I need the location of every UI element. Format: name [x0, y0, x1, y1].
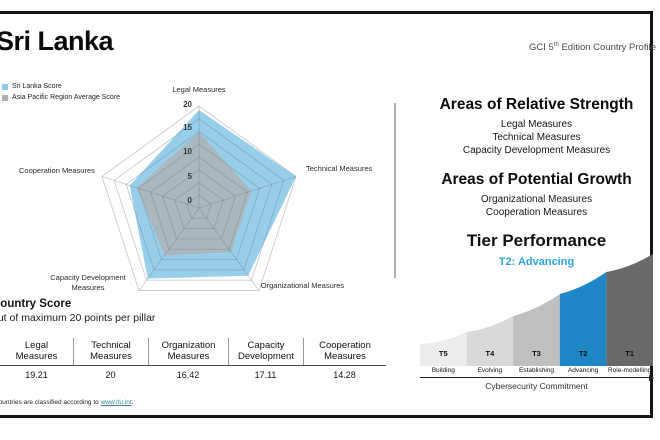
tier-staircase-chart: [420, 254, 653, 366]
country-score-subtitle: out of maximum 20 points per pillar: [0, 312, 156, 324]
score-table-value-row: 19.21 20 16.42 17.11 14.28: [0, 366, 386, 380]
radar-legend: Sri Lanka Score Asia Pacific Region Aver…: [2, 83, 120, 105]
tier-name: Establishing: [518, 367, 555, 374]
tier-performance-title: Tier Performance: [466, 231, 607, 250]
edition-superscript: th: [553, 42, 559, 48]
table-header-cell: Capacity Development: [228, 338, 303, 365]
tier-name: Advancing: [567, 367, 599, 374]
table-header-cell: Cooperation Measures: [303, 338, 386, 365]
tier-id: T3: [532, 349, 541, 358]
table-header-cell: Legal Measures: [15, 340, 58, 362]
commitment-arrow-icon: [420, 374, 654, 381]
legend-item-asia-pacific: Asia Pacific Region Average Score: [2, 94, 120, 101]
table-value-cell: 14.28: [333, 370, 356, 380]
tier-name: Evolving: [477, 367, 503, 374]
radar-axis-legal: Legal Measures: [172, 85, 226, 94]
strength-item: Capacity Development Measures: [462, 145, 611, 156]
table-value-cell: 19.21: [25, 370, 48, 380]
growth-list: Organizational Measures Cooperation Meas…: [420, 193, 653, 219]
panel-divider: [394, 103, 396, 278]
radar-tick-20: 20: [183, 100, 192, 109]
itu-link[interactable]: www.itu.int: [100, 399, 132, 406]
legend-label: Sri Lanka Score: [12, 83, 62, 90]
country-score-title: Country Score: [0, 298, 72, 310]
tier-name-row: Building Evolving Establishing Advancing…: [420, 367, 653, 374]
tier-id: T4: [485, 349, 495, 358]
radar-axis-technical: Technical Measures: [306, 164, 373, 173]
score-table-header-row: Legal Measures Technical Measures Organi…: [0, 338, 386, 366]
tier-axis-label: Cybersecurity Commitment: [485, 381, 588, 391]
radar-tick-5: 5: [187, 172, 192, 181]
strengths-list: Legal Measures Technical Measures Capaci…: [420, 118, 653, 157]
radar-axis-capacity: Capacity Development Measures: [50, 273, 126, 292]
legend-label: Asia Pacific Region Average Score: [12, 94, 121, 101]
tier-current-badge: T2: Advancing: [498, 256, 575, 268]
tier-name: Building: [431, 367, 455, 374]
edition-suffix: Edition Country Profile: [558, 42, 656, 54]
radar-tick-0: 0: [187, 196, 192, 205]
tier-id: T1: [625, 349, 635, 358]
radar-axis-organizational: Organizational Measures: [260, 281, 345, 290]
edition-label: GCI 5th Edition Country Profile: [529, 42, 656, 53]
radar-tick-10: 10: [183, 147, 192, 156]
table-value-cell: 16.42: [176, 370, 200, 380]
classification-footnote: Countries are classified according to ww…: [0, 399, 134, 406]
strength-item: Technical Measures: [492, 132, 581, 143]
page-border-frame: [0, 11, 653, 418]
growth-title: Areas of Potential Growth: [441, 171, 632, 188]
growth-item: Organizational Measures: [480, 194, 593, 205]
radar-chart: [101, 105, 297, 291]
score-table: Legal Measures Technical Measures Organi…: [0, 338, 386, 380]
table-header-cell: Organization Measures: [148, 338, 228, 365]
tier-name: Role-modelling: [607, 367, 652, 374]
table-value-cell: 20: [105, 370, 116, 380]
legend-swatch-gray-icon: [2, 94, 8, 101]
tier-id: T5: [438, 349, 448, 358]
strengths-title: Areas of Relative Strength: [439, 96, 634, 113]
strength-item: Legal Measures: [500, 119, 573, 130]
legend-item-sri-lanka: Sri Lanka Score: [2, 83, 120, 90]
tier-id: T2: [578, 349, 588, 358]
radar-tick-15: 15: [183, 123, 192, 132]
growth-item: Cooperation Measures: [485, 207, 588, 218]
legend-swatch-blue-icon: [2, 83, 8, 90]
edition-prefix: GCI 5: [529, 42, 554, 54]
radar-axis-cooperation: Cooperation Measures: [19, 166, 95, 175]
table-header-cell: Technical Measures: [73, 338, 148, 365]
page-title: Sri Lanka: [0, 26, 114, 56]
table-value-cell: 17.11: [254, 370, 277, 380]
tier-id-row: T5 T4 T3 T2 T1: [420, 349, 653, 358]
